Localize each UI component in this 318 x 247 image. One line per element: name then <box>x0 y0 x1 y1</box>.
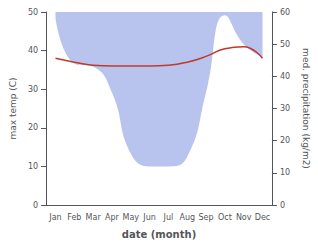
svg-text:Feb: Feb <box>67 213 81 222</box>
svg-text:20: 20 <box>280 136 290 145</box>
svg-text:Dec: Dec <box>255 213 270 222</box>
svg-text:med. precipitation (kg/m2): med. precipitation (kg/m2) <box>301 48 311 169</box>
svg-text:Jul: Jul <box>163 213 174 222</box>
svg-text:May: May <box>122 213 139 222</box>
svg-text:50: 50 <box>28 8 38 17</box>
svg-text:10: 10 <box>28 162 38 171</box>
svg-text:10: 10 <box>280 168 290 177</box>
svg-text:Apr: Apr <box>105 213 120 222</box>
svg-text:50: 50 <box>280 40 290 49</box>
svg-text:Nov: Nov <box>236 213 252 222</box>
svg-text:0: 0 <box>33 201 38 210</box>
svg-text:60: 60 <box>280 8 290 17</box>
svg-text:date (month): date (month) <box>122 229 196 240</box>
svg-text:Oct: Oct <box>218 213 232 222</box>
svg-text:Mar: Mar <box>86 213 102 222</box>
svg-text:Jun: Jun <box>142 213 156 222</box>
svg-text:30: 30 <box>28 85 38 94</box>
svg-text:max temp (C): max temp (C) <box>8 77 18 139</box>
svg-text:Aug: Aug <box>179 213 195 222</box>
svg-text:30: 30 <box>280 104 290 113</box>
svg-text:0: 0 <box>280 201 285 210</box>
svg-text:40: 40 <box>28 46 38 55</box>
svg-text:Jan: Jan <box>48 213 61 222</box>
svg-text:20: 20 <box>28 123 38 132</box>
svg-text:Sep: Sep <box>199 213 214 222</box>
svg-text:40: 40 <box>280 72 290 81</box>
